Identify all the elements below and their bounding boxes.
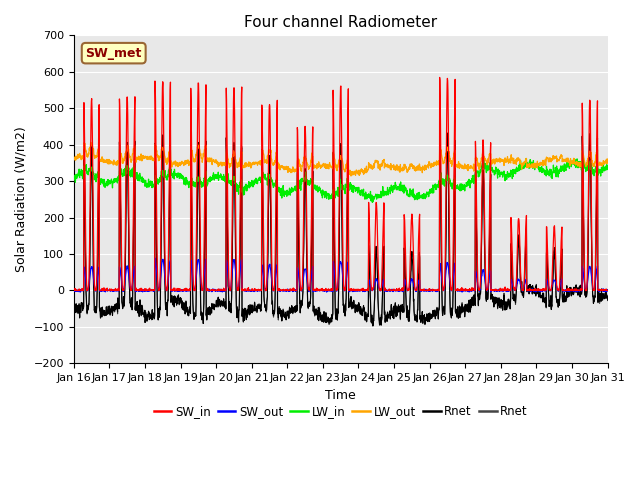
Title: Four channel Radiometer: Four channel Radiometer [244, 15, 437, 30]
Y-axis label: Solar Radiation (W/m2): Solar Radiation (W/m2) [15, 127, 28, 272]
Legend: SW_in, SW_out, LW_in, LW_out, Rnet, Rnet: SW_in, SW_out, LW_in, LW_out, Rnet, Rnet [149, 401, 532, 423]
X-axis label: Time: Time [325, 389, 356, 402]
Text: SW_met: SW_met [86, 47, 142, 60]
